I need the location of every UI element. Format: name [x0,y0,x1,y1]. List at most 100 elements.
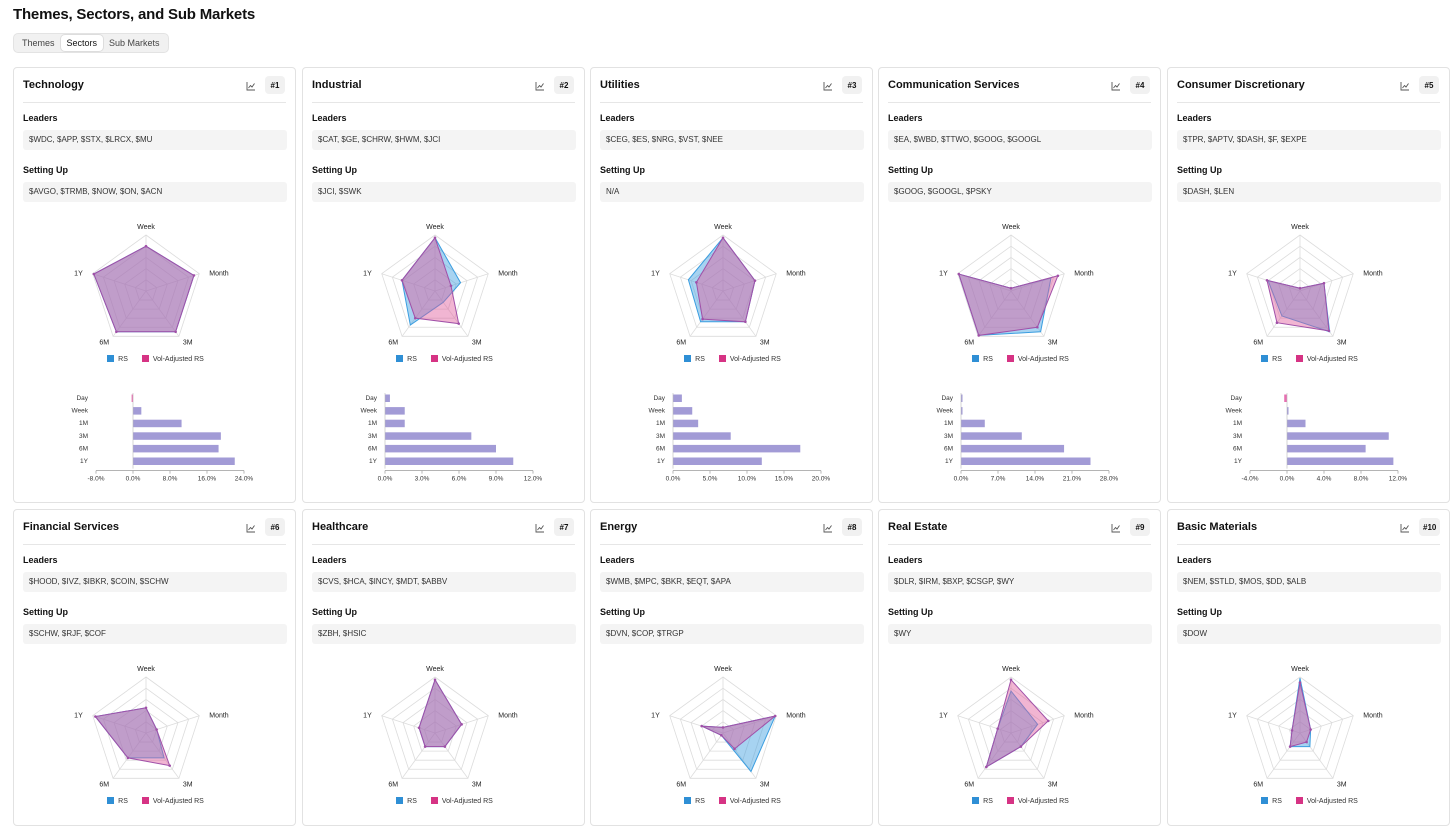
bar[interactable] [133,457,235,466]
bar[interactable] [1287,419,1306,428]
vol-adjusted-rs-series [94,707,171,767]
legend-item[interactable]: Vol-Adjusted RS [1295,355,1358,363]
legend-item[interactable]: RS [684,355,705,363]
rank-badge: #1 [265,76,285,94]
bar-x-tick-label: 24.0% [235,476,254,483]
bar[interactable] [133,407,142,415]
bar[interactable] [961,419,985,428]
line-chart-icon[interactable] [1397,78,1413,94]
legend-item[interactable]: RS [396,355,417,363]
bar[interactable] [673,457,762,466]
leaders-value: $NEM, $STLD, $MOS, $DD, $ALB [1177,572,1441,592]
legend-item[interactable]: Vol-Adjusted RS [141,355,204,363]
rank-badge: #2 [554,76,574,94]
radar-point [701,317,704,321]
bar[interactable] [1287,407,1289,415]
legend-item[interactable]: Vol-Adjusted RS [141,797,204,805]
bar[interactable] [961,444,1065,453]
legend-item[interactable]: RS [1261,797,1282,805]
bar[interactable] [1284,394,1287,403]
line-chart-icon[interactable] [1108,520,1124,536]
divider [23,544,286,545]
legend-item[interactable]: RS [107,797,128,805]
legend-item[interactable]: Vol-Adjusted RS [1295,797,1358,805]
bar[interactable] [385,432,472,440]
radar-grid-ring [679,687,767,770]
bar[interactable] [1287,457,1394,466]
bar[interactable] [961,432,1022,440]
legend-item[interactable]: RS [684,797,705,805]
tab-themes[interactable]: Themes [22,38,55,48]
bar[interactable] [673,394,682,403]
bar[interactable] [385,419,405,428]
bar-x-tick-label: 0.0% [954,476,969,483]
legend-item[interactable]: Vol-Adjusted RS [718,797,781,805]
line-chart-icon[interactable] [1108,78,1124,94]
bar[interactable] [1287,444,1366,453]
bar[interactable] [961,457,1091,466]
legend-label: RS [1272,798,1282,805]
radar-point [449,284,453,288]
bar-category-label: 1Y [657,458,666,465]
radar-spoke [1299,732,1334,779]
legend-item[interactable]: RS [1261,355,1282,363]
radar-axis-label: Month [209,271,229,278]
bar[interactable] [673,432,731,440]
radar-spoke [434,290,469,337]
tab-sectors[interactable]: Sectors [60,35,104,51]
legend-item[interactable]: Vol-Adjusted RS [430,355,493,363]
bar-category-label: Day [941,395,953,402]
legend-item[interactable]: RS [972,355,993,363]
legend-swatch [1295,355,1303,362]
tab-sub-markets[interactable]: Sub Markets [109,38,160,48]
bar[interactable] [385,457,514,466]
legend: RS Vol-Adjusted RS [879,797,1160,805]
legend-item[interactable]: RS [107,355,128,363]
bar[interactable] [673,407,693,415]
bar[interactable] [961,407,963,415]
radar-point [977,334,981,337]
radar-spoke [977,732,1012,779]
line-chart-icon[interactable] [820,520,836,536]
legend: RS Vol-Adjusted RS [591,355,872,363]
radar-spoke [1299,715,1354,734]
rank-badge: #10 [1419,518,1441,536]
line-chart-icon[interactable] [532,78,548,94]
radar-grid-ring [967,245,1055,328]
bar[interactable] [385,407,405,415]
bar[interactable] [133,444,219,453]
setting-up-label: Setting Up [23,165,68,175]
bar-x-tick-label: -8.0% [88,476,105,483]
radar-grid-ring [124,710,168,752]
legend-item[interactable]: Vol-Adjusted RS [430,797,493,805]
vol-adjusted-rs-series [695,236,756,323]
bar[interactable] [673,419,699,428]
radar-axis-label: 1Y [74,713,83,720]
bar[interactable] [131,394,134,403]
bar[interactable] [133,432,221,440]
rank-badge: #4 [1130,76,1150,94]
bar[interactable] [673,444,801,453]
legend-label: Vol-Adjusted RS [152,798,204,805]
bar-category-label: 1Y [80,458,89,465]
bar[interactable] [133,419,182,428]
legend-item[interactable]: RS [972,797,993,805]
sector-title: Utilities [600,79,640,91]
radar-spoke [722,715,777,734]
legend-item[interactable]: RS [396,797,417,805]
legend-item[interactable]: Vol-Adjusted RS [1006,355,1069,363]
line-chart-icon[interactable] [820,78,836,94]
bar[interactable] [385,444,496,453]
bar-category-label: Week [649,408,666,415]
legend-item[interactable]: Vol-Adjusted RS [1006,797,1069,805]
line-chart-icon[interactable] [243,78,259,94]
line-chart-icon[interactable] [243,520,259,536]
radar-axis-label: 3M [472,781,482,788]
line-chart-icon[interactable] [1397,520,1413,536]
bar[interactable] [385,394,390,403]
line-chart-icon[interactable] [532,520,548,536]
bar[interactable] [1287,432,1389,440]
radar-point [92,272,96,276]
legend-item[interactable]: Vol-Adjusted RS [718,355,781,363]
bar[interactable] [961,394,963,403]
